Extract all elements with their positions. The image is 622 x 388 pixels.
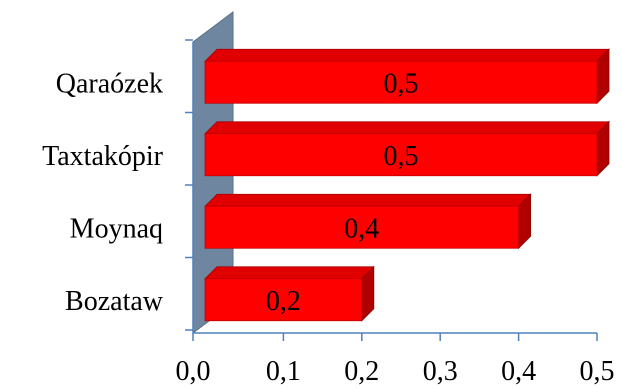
bar-top-face	[204, 48, 610, 62]
x-tick-label: 0,3	[423, 356, 458, 387]
bar	[204, 60, 598, 104]
chart-bars	[204, 48, 610, 322]
bar-value-label: 0,5	[384, 141, 419, 172]
bar-top-face	[204, 266, 375, 280]
bar	[204, 278, 363, 322]
category-label: Bozataw	[65, 286, 164, 317]
x-tick-label: 0,4	[501, 356, 536, 387]
category-label: Qaraózek	[56, 68, 163, 99]
x-tick-label: 0,2	[344, 356, 379, 387]
chart-labels: 0,0 0,1 0,2 0,3 0,4 0,5 0,5 Qaraózek 0,5 Taxtakóp…	[42, 68, 614, 387]
bar	[204, 133, 598, 177]
x-tick-label: 0,1	[266, 356, 301, 387]
category-label: Taxtakópir	[42, 141, 164, 172]
bar-value-label: 0,4	[344, 213, 379, 244]
bar-value-label: 0,2	[266, 286, 301, 317]
bar-value-label: 0,5	[384, 68, 419, 99]
x-tick-label: 0,5	[580, 356, 615, 387]
bar-top-face	[204, 193, 532, 207]
category-label: Moynaq	[70, 213, 163, 244]
bar	[204, 205, 520, 249]
chart-axes	[185, 39, 598, 341]
x-tick-label: 0,0	[176, 356, 211, 387]
bar-top-face	[204, 121, 610, 135]
